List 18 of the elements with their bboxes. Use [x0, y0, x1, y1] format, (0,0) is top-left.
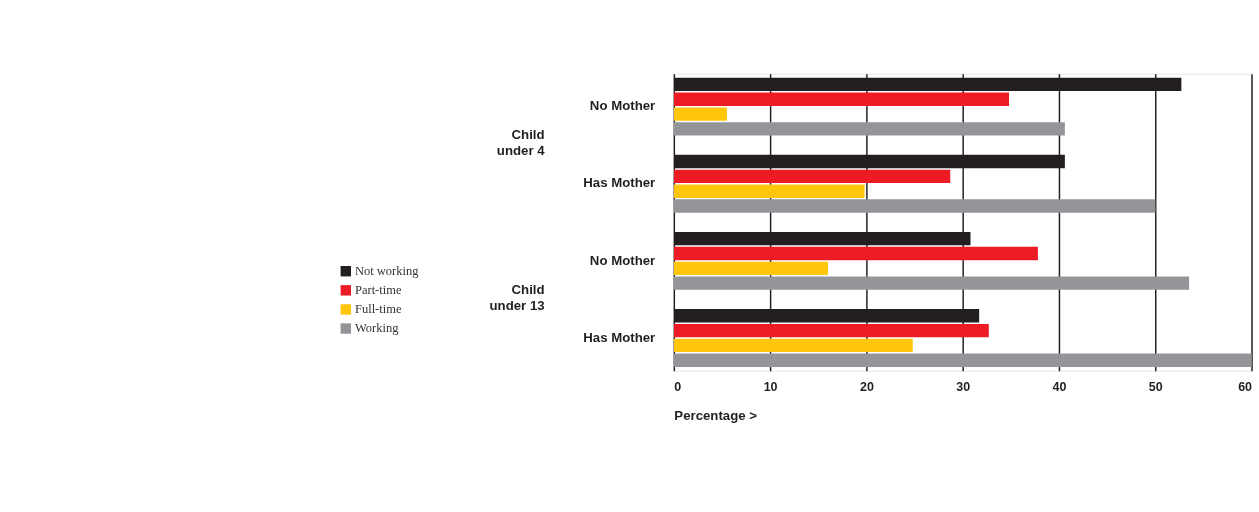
x-tick-label: 20 — [859, 380, 874, 395]
y-tick-label: Has Mother — [583, 175, 656, 191]
legend-label: Full-time — [354, 302, 402, 317]
x-tick-label: 50 — [1148, 380, 1163, 395]
legend-label: Working — [354, 321, 399, 336]
legend-label: Not working — [354, 263, 419, 278]
x-axis-title: Percentage > — [674, 407, 758, 423]
legend-label: Part-time — [354, 283, 402, 298]
y-tick-label: No Mother — [589, 98, 656, 114]
y-tick-label: No Mother — [589, 252, 656, 268]
text: Child under 13 — [489, 281, 545, 313]
text: Child under 4 — [496, 127, 546, 159]
x-tick-label: 60 — [1238, 380, 1253, 395]
x-tick-label: 0 — [674, 380, 682, 395]
x-tick-label: 30 — [956, 380, 971, 395]
x-tick-label: 10 — [763, 380, 778, 395]
y-tick-label: Has Mother — [583, 329, 656, 345]
x-tick-label: 40 — [1052, 380, 1067, 395]
